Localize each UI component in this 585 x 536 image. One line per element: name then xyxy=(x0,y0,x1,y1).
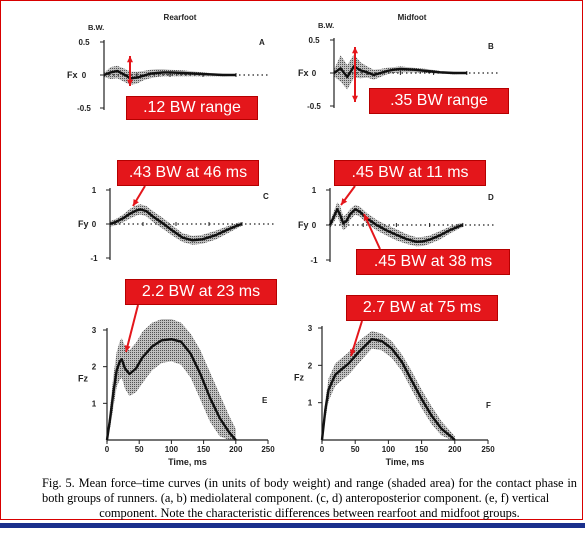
arrow-midfoot-fy-first-peak-head xyxy=(341,198,348,205)
y-tick-label: 1 xyxy=(92,399,97,408)
arrow-midfoot-fz-peak-head xyxy=(350,349,356,356)
y-axis-label: Fz xyxy=(78,373,88,383)
arrow-rearfoot-fz-impact-peak xyxy=(125,304,139,353)
column-title: Midfoot xyxy=(398,13,427,22)
panel-letter: B xyxy=(488,42,494,51)
x-tick-label: 100 xyxy=(382,445,396,454)
mean-curve xyxy=(320,338,456,441)
mean-curve xyxy=(333,65,467,79)
panel-letter: E xyxy=(262,396,268,405)
x-tick-label: 200 xyxy=(448,445,462,454)
unit-label: B.W. xyxy=(318,21,334,30)
y-axis-label: Fy xyxy=(78,219,89,229)
callout-midfoot-fy-first-peak: .45 BW at 11 ms xyxy=(334,160,486,186)
y-axis-label: Fy xyxy=(298,220,309,230)
caption-line-2: component. Note the characteristic diffe… xyxy=(99,506,520,520)
unit-label: B.W. xyxy=(88,23,104,32)
y-tick-label: 1 xyxy=(308,399,313,408)
callout-midfoot-fy-second-peak: .45 BW at 38 ms xyxy=(356,249,510,275)
y-tick-label: 0 xyxy=(312,69,317,78)
slide-frame xyxy=(0,0,583,520)
arrow-midfoot-fy-second-peak xyxy=(363,213,381,250)
range-arrow-rearfoot-head xyxy=(127,79,133,86)
y-tick-label: 0.5 xyxy=(78,38,90,47)
y-tick-label: 3 xyxy=(92,326,97,335)
panel-letter: A xyxy=(259,38,265,47)
column-title: Rearfoot xyxy=(164,13,197,22)
mean-curve xyxy=(328,208,464,243)
panel-d: 1 0 -1 Fy D xyxy=(298,186,496,265)
y-axis-label: Fx xyxy=(67,70,78,80)
mean-curve xyxy=(109,208,243,242)
range-band xyxy=(322,331,455,440)
x-tick-label: 200 xyxy=(229,445,243,454)
panel-f: 3 2 1 0 50 100 150 200 250 Time, ms Fz F xyxy=(294,324,495,467)
x-axis-label: Time, ms xyxy=(168,457,207,467)
y-axis-label: Fz xyxy=(294,372,304,382)
y-tick-label: -1 xyxy=(90,254,98,263)
x-tick-label: 0 xyxy=(105,445,110,454)
arrow-rearfoot-fz-impact-peak-head xyxy=(124,345,131,352)
bottom-accent-bar xyxy=(0,523,585,528)
x-tick-label: 50 xyxy=(351,445,360,454)
caption-line-1: Fig. 5. Mean force–time curves (in units… xyxy=(42,476,577,505)
panel-c: 1 0 -1 Fy C xyxy=(78,186,275,263)
panel-letter: D xyxy=(488,193,494,202)
mean-curve xyxy=(103,69,236,80)
x-tick-label: 250 xyxy=(261,445,275,454)
callout-midfoot-fz-peak: 2.7 BW at 75 ms xyxy=(346,295,498,321)
y-tick-label: 3 xyxy=(308,324,313,333)
y-axis-label: Fx xyxy=(298,68,309,78)
x-axis-label: Time, ms xyxy=(386,457,425,467)
callout-rearfoot-fz-impact-peak: 2.2 BW at 23 ms xyxy=(125,279,277,305)
range-arrow-rearfoot-tail-head xyxy=(127,56,133,63)
x-tick-label: 250 xyxy=(481,445,495,454)
y-tick-label: 0.5 xyxy=(308,36,320,45)
y-tick-label: 1 xyxy=(312,186,317,195)
x-tick-label: 0 xyxy=(320,445,325,454)
range-arrow-midfoot-tail-head xyxy=(352,47,358,54)
range-band xyxy=(110,204,242,245)
y-tick-label: -1 xyxy=(310,256,318,265)
figure-caption: Fig. 5. Mean force–time curves (in units… xyxy=(42,476,577,521)
x-tick-label: 150 xyxy=(197,445,211,454)
callout-rearfoot-fx-range: .12 BW range xyxy=(126,96,258,120)
panel-letter: F xyxy=(486,401,491,410)
y-tick-label: -0.5 xyxy=(77,104,91,113)
callout-rearfoot-fy-peak: .43 BW at 46 ms xyxy=(117,160,259,186)
y-tick-label: -0.5 xyxy=(307,102,321,111)
arrow-rearfoot-fy-peak-head xyxy=(133,199,139,206)
y-tick-label: 1 xyxy=(92,186,97,195)
y-tick-label: 0 xyxy=(82,71,87,80)
panel-a: 0.5 0 -0.5 Fx B.W. Rearfoot A xyxy=(67,13,269,113)
range-band xyxy=(107,319,236,440)
panel-b: 0.5 0 -0.5 Fx B.W. Midfoot B xyxy=(298,13,500,111)
panel-e: 3 2 1 0 50 100 150 200 250 Time, ms Fz E xyxy=(78,319,275,467)
y-tick-label: 0 xyxy=(92,220,97,229)
arrow-midfoot-fy-second-peak-head xyxy=(363,214,370,221)
y-tick-label: 0 xyxy=(312,221,317,230)
callout-midfoot-fx-range: .35 BW range xyxy=(369,88,509,114)
x-tick-label: 50 xyxy=(135,445,144,454)
y-tick-label: 2 xyxy=(92,363,97,372)
mean-curve xyxy=(105,338,237,441)
x-tick-label: 100 xyxy=(165,445,179,454)
range-arrow-midfoot-head xyxy=(352,95,358,102)
x-tick-label: 150 xyxy=(415,445,429,454)
y-tick-label: 2 xyxy=(308,361,313,370)
panel-letter: C xyxy=(263,192,269,201)
